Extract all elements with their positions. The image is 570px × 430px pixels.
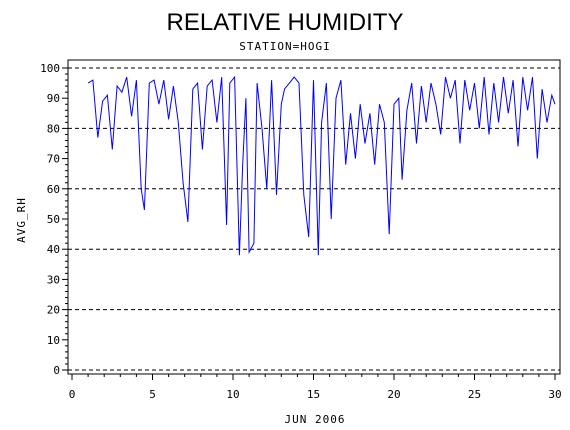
series-line	[87, 75, 556, 256]
reference-lines	[68, 67, 560, 371]
y-tick-label: 70	[47, 153, 60, 166]
y-axis-label: AVG_RH	[15, 197, 28, 243]
y-tick-label: 0	[53, 364, 60, 377]
x-axis: 0 5 10 15 20 25 30	[69, 374, 562, 401]
y-axis: 0 10 20 30 40 50 60 70 80 90 100	[40, 62, 68, 377]
x-tick-label: 30	[548, 388, 561, 401]
y-tick-label: 40	[47, 243, 60, 256]
x-tick-label: 10	[226, 388, 239, 401]
x-tick-label: 25	[468, 388, 481, 401]
y-tick-label: 20	[47, 304, 60, 317]
y-tick-label: 50	[47, 213, 60, 226]
chart-subtitle: STATION=HOGI	[239, 40, 330, 53]
y-tick-label: 100	[40, 62, 60, 75]
x-tick-label: 5	[149, 388, 156, 401]
y-tick-label: 10	[47, 334, 60, 347]
x-tick-label: 20	[387, 388, 400, 401]
series-layer	[87, 75, 556, 256]
x-axis-label: JUN 2006	[285, 413, 346, 426]
y-tick-label: 30	[47, 273, 60, 286]
plot-frame	[67, 59, 561, 375]
y-tick-label: 60	[47, 183, 60, 196]
y-tick-label: 80	[47, 122, 60, 135]
x-tick-label: 0	[69, 388, 76, 401]
x-tick-label: 15	[307, 388, 320, 401]
chart-title: RELATIVE HUMIDITY	[167, 9, 404, 36]
y-tick-label: 90	[47, 92, 60, 105]
